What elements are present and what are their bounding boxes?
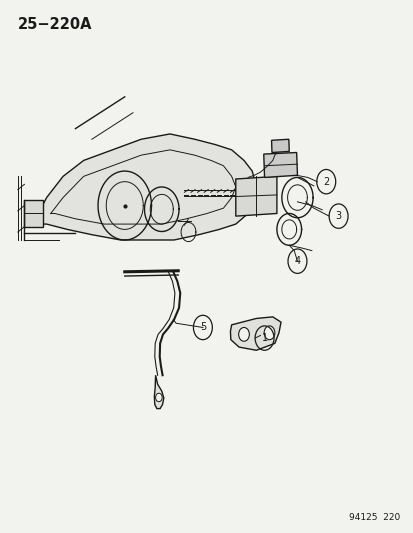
Text: 94125  220: 94125 220 xyxy=(348,513,399,522)
Polygon shape xyxy=(271,139,289,152)
Text: 25−220A: 25−220A xyxy=(18,17,92,33)
Polygon shape xyxy=(154,375,164,409)
Text: 4: 4 xyxy=(294,256,300,266)
Polygon shape xyxy=(30,134,256,240)
Polygon shape xyxy=(235,176,276,216)
Circle shape xyxy=(155,393,162,402)
Text: 1: 1 xyxy=(261,333,267,343)
Circle shape xyxy=(263,326,274,340)
Circle shape xyxy=(238,327,249,341)
Polygon shape xyxy=(230,317,280,350)
Text: 3: 3 xyxy=(335,211,341,221)
Text: 2: 2 xyxy=(323,176,329,187)
Text: 5: 5 xyxy=(199,322,206,333)
Polygon shape xyxy=(263,152,297,177)
Polygon shape xyxy=(24,200,43,227)
